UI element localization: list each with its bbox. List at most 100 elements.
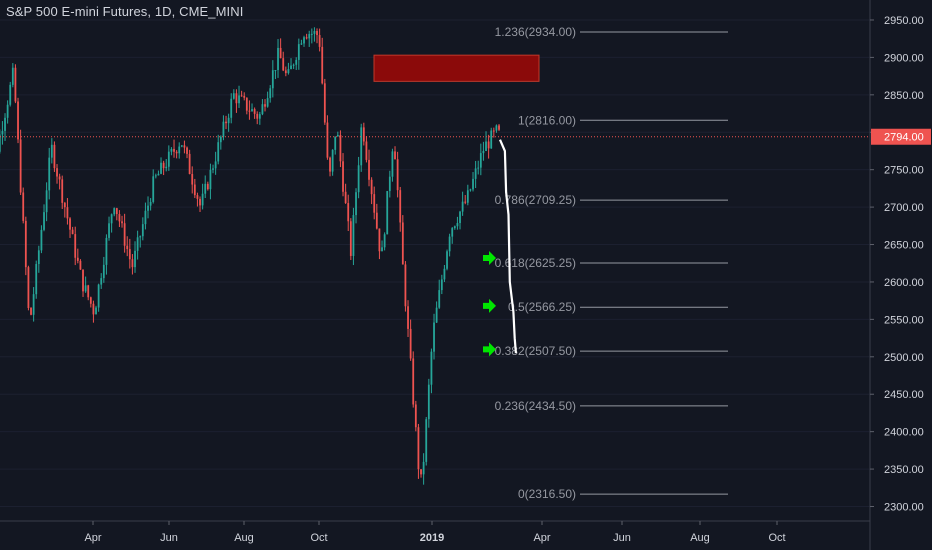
candle-body <box>326 122 329 158</box>
fibonacci-retracement[interactable]: 1.236(2934.00) 1(2816.00) 0.786(2709.25) 0.… <box>495 25 728 501</box>
fib-level-label: 0.786(2709.25) <box>495 193 576 207</box>
candle-body <box>253 109 256 114</box>
candle-body <box>357 165 360 193</box>
candle-body <box>37 250 40 265</box>
candle-body <box>19 139 22 193</box>
candle-body <box>43 212 45 230</box>
time-tick-label: Aug <box>234 532 254 544</box>
candle-body <box>482 151 485 154</box>
candle-body <box>178 146 181 154</box>
candle-body <box>386 191 389 235</box>
grid <box>0 19 870 507</box>
candle-body <box>323 83 326 123</box>
price-tick-label: 2400.00 <box>884 427 924 439</box>
candle-body <box>157 173 160 176</box>
candle-body <box>258 114 261 119</box>
price-tick-label: 2600.00 <box>884 277 924 289</box>
candle-body <box>206 183 209 190</box>
arrow-right-icon <box>483 250 496 265</box>
time-tick-label: 2019 <box>420 532 444 544</box>
candle-body <box>365 141 368 160</box>
candle-body <box>92 303 95 315</box>
time-axis[interactable]: Apr Jun Aug Oct 2019 Apr Jun Aug Oct <box>0 520 870 544</box>
candle-body <box>167 151 170 167</box>
price-tick-label: 2950.00 <box>884 15 924 27</box>
candle-body <box>355 192 357 216</box>
candle-body <box>256 113 259 119</box>
candle-body <box>331 149 334 172</box>
candle-body <box>222 121 225 137</box>
candle-body <box>352 215 355 256</box>
chart-title: S&P 500 E-mini Futures, 1D, CME_MINI <box>6 4 244 19</box>
price-axis[interactable]: 2950.002900.002850.002800.002750.002700.… <box>869 0 924 550</box>
candle-body <box>282 58 285 71</box>
price-tick-label: 2650.00 <box>884 240 924 252</box>
candle-body <box>204 183 207 194</box>
candle-body <box>227 117 230 124</box>
candle-body <box>214 161 217 169</box>
candle-body <box>97 284 100 308</box>
candle-body <box>440 279 443 291</box>
candle-body <box>329 157 331 172</box>
time-tick-label: Apr <box>533 532 550 544</box>
candle-body <box>407 306 409 329</box>
candle-body <box>388 176 391 192</box>
candle-body <box>456 223 459 227</box>
candle-body <box>401 222 404 265</box>
price-tick-label: 2750.00 <box>884 165 924 177</box>
candle-body <box>310 33 313 35</box>
candle-body <box>459 211 461 224</box>
candle-body <box>139 236 142 238</box>
candle-body <box>45 190 48 213</box>
candle-body <box>87 285 90 298</box>
candle-body <box>108 223 110 238</box>
candle-body <box>17 101 19 140</box>
candle-body <box>443 268 446 280</box>
candle-body <box>240 95 243 97</box>
candle-body <box>300 43 303 45</box>
candle-body <box>61 179 64 203</box>
candle-body <box>414 404 417 428</box>
candle-body <box>63 202 66 208</box>
candle-body <box>1 130 4 135</box>
candle-body <box>170 148 173 152</box>
projection-path[interactable] <box>498 139 517 354</box>
time-tick-label: Oct <box>310 532 327 544</box>
candle-body <box>375 212 378 229</box>
arrow-right-icon <box>483 342 496 357</box>
candle-body <box>316 31 318 36</box>
candle-body <box>183 145 186 148</box>
candle-body <box>113 208 116 215</box>
target-zone-box[interactable] <box>373 54 540 82</box>
candle-body <box>118 214 121 222</box>
candle-body <box>435 307 438 323</box>
candle-body <box>154 175 157 177</box>
price-tick-label: 2700.00 <box>884 202 924 214</box>
candle-body <box>479 153 482 168</box>
candle-body <box>128 249 131 260</box>
candle-body <box>391 151 394 177</box>
candle-body <box>84 285 87 292</box>
candle-body <box>461 201 464 212</box>
candle-body <box>82 269 84 292</box>
candle-body <box>373 194 376 213</box>
candle-body <box>115 208 118 215</box>
candle-body <box>95 307 97 315</box>
candle-body <box>284 70 287 74</box>
candle-body <box>394 151 396 160</box>
candle-body <box>381 247 383 252</box>
time-tick-label: Aug <box>690 532 710 544</box>
candle-body <box>121 221 123 224</box>
candle-body <box>490 130 493 149</box>
candle-body <box>297 44 300 60</box>
candle-body <box>404 264 407 307</box>
candle-body <box>235 93 238 104</box>
price-tick-label: 2900.00 <box>884 52 924 64</box>
candle-body <box>162 162 165 169</box>
last-price-tag-bg <box>871 128 931 145</box>
candle-body <box>349 221 352 256</box>
candle-body <box>71 229 74 235</box>
candle-body <box>290 65 292 70</box>
